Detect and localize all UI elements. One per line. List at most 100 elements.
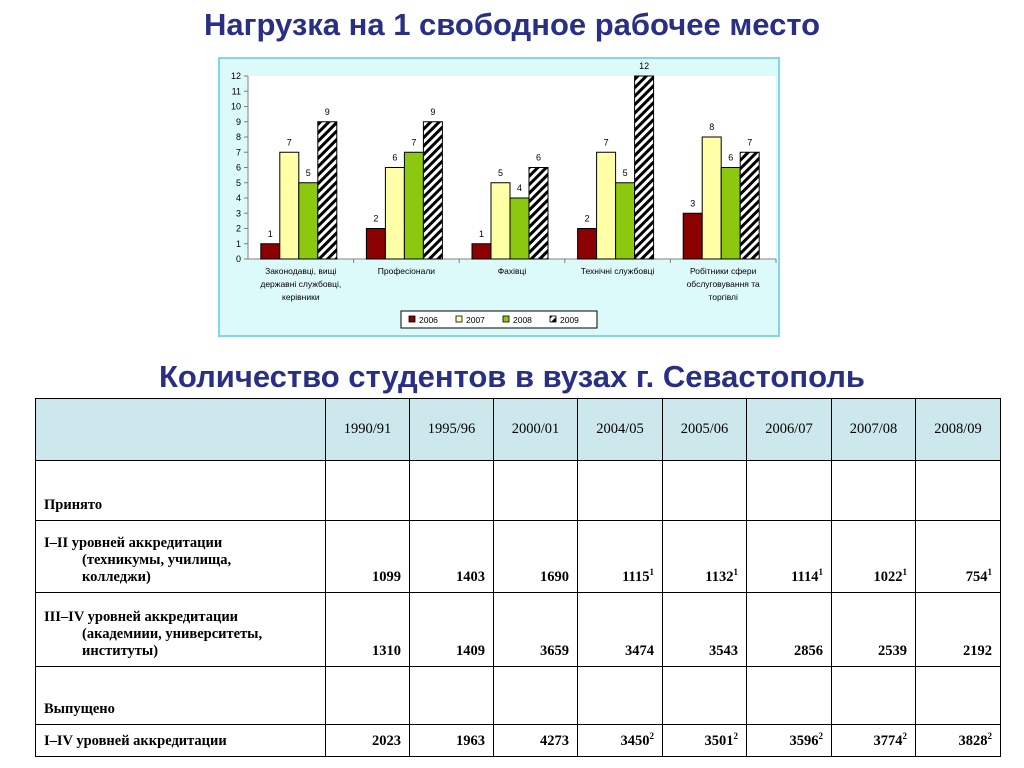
- data-label: 1: [268, 229, 273, 239]
- y-tick-label: 2: [236, 224, 241, 234]
- bar-2007: [490, 182, 511, 260]
- table-cell: [325, 460, 410, 521]
- table-cell: 3474: [577, 592, 663, 667]
- table-cell: 37742: [831, 724, 916, 757]
- bar-2008: [615, 182, 636, 260]
- cell-value: 3543: [709, 643, 738, 659]
- table-cell: 2023: [325, 724, 410, 757]
- table-cell: 1310: [325, 592, 410, 667]
- data-label: 7: [604, 137, 609, 147]
- data-label: 12: [639, 61, 649, 71]
- category-label: Законодавці, вищі: [265, 266, 337, 276]
- y-tick-label: 11: [232, 86, 241, 96]
- bar-2009: [317, 121, 338, 260]
- bar-2009: [528, 167, 549, 260]
- legend-label: 2009: [560, 315, 579, 325]
- table-cell: [493, 666, 578, 725]
- table-cell: 1099: [325, 520, 410, 593]
- bar-2007: [596, 151, 617, 260]
- table-cell: 2192: [915, 592, 1001, 667]
- table-cell: 11141: [746, 520, 832, 593]
- category-label: торгівлі: [708, 292, 738, 302]
- y-tick-label: 0: [236, 254, 241, 264]
- cell-value: 754: [965, 569, 988, 585]
- table-cell: 3543: [662, 592, 747, 667]
- data-label: 1: [479, 229, 484, 239]
- footnote-marker: 2: [733, 731, 739, 742]
- chart-title: Нагрузка на 1 свободное рабочее место: [203, 7, 821, 42]
- section-row-graduated: Выпущено: [35, 666, 1001, 725]
- footnote-marker: 1: [987, 567, 993, 578]
- y-tick-label: 12: [231, 71, 241, 81]
- table-cell: [493, 460, 578, 521]
- legend-label: 2007: [466, 315, 485, 325]
- header-year: 2007/08: [831, 398, 916, 461]
- cell-value: 1115: [622, 569, 650, 585]
- data-label: 2: [373, 214, 378, 224]
- table-cell: 11321: [662, 520, 747, 593]
- y-tick-label: 4: [236, 193, 241, 203]
- table-title: Количество студентов в вузах г. Севастоп…: [159, 359, 865, 394]
- data-label: 8: [709, 122, 714, 132]
- cell-value: 1310: [372, 643, 401, 659]
- table-cell: [746, 666, 832, 725]
- footnote-marker: 2: [649, 731, 655, 742]
- legend-swatch-2007: [455, 315, 463, 323]
- chart-data-labels: 1 7 5 9 2 6 7 9 1 5 4 6 2 7 5 12 3 8 6 7: [268, 61, 752, 239]
- row-label-sub: институты): [82, 643, 159, 659]
- cell-value: 1403: [456, 569, 485, 585]
- cell-value: 2856: [794, 643, 823, 659]
- table-cell: 35012: [662, 724, 747, 757]
- category-label: Технічні службовці: [581, 266, 655, 276]
- cell-value: 2192: [963, 643, 992, 659]
- students-table: 1990/91 1995/96 2000/01 2004/05 2005/06 …: [35, 398, 1001, 757]
- legend-box: [400, 310, 598, 329]
- cell-value: 1022: [873, 569, 903, 585]
- table-cell: 1403: [409, 520, 494, 593]
- data-label: 6: [392, 153, 397, 163]
- cell-value: 1963: [456, 733, 485, 749]
- row-label-sub: (академиии, университеты,: [82, 626, 263, 642]
- section-row-accepted: Принято: [35, 460, 1001, 521]
- table-cell: [409, 460, 494, 521]
- data-label: 3: [690, 198, 695, 208]
- data-label: 4: [517, 183, 522, 193]
- cell-value: 3659: [540, 643, 569, 659]
- chart-category-labels: Законодавці, вищі державні службовці, кері…: [260, 266, 760, 302]
- cell-value: 2023: [372, 733, 401, 749]
- bar-2006: [577, 228, 598, 260]
- legend-label: 2008: [513, 315, 532, 325]
- table-cell: 38282: [915, 724, 1001, 757]
- table-cell: [746, 460, 832, 521]
- bar-2006: [471, 243, 492, 260]
- table-cell: [662, 460, 747, 521]
- table-cell: [831, 666, 916, 725]
- bar-2009: [634, 75, 655, 260]
- table-cell: 2539: [831, 592, 916, 667]
- cell-value: 3828: [958, 733, 988, 749]
- cell-value: 1132: [705, 569, 734, 585]
- header-year: 2008/09: [915, 398, 1001, 461]
- bar-2006: [682, 212, 703, 260]
- category-label: Професіонали: [378, 266, 436, 276]
- table-cell: [577, 666, 663, 725]
- legend-swatch-2008: [502, 315, 510, 323]
- footnote-marker: 2: [987, 731, 993, 742]
- category-label: обслуговування та: [687, 279, 760, 289]
- y-tick-label: 9: [236, 117, 241, 127]
- table-cell: [577, 460, 663, 521]
- table-cell: 1409: [409, 592, 494, 667]
- header-corner: [35, 398, 326, 461]
- bar-2009: [739, 151, 760, 260]
- row-label-sub: колледжи): [82, 569, 151, 585]
- table-cell: [915, 460, 1001, 521]
- cell-value: 3596: [789, 733, 819, 749]
- chart-legend: 2006 2007 2008 2009: [400, 310, 598, 329]
- table-cell: [409, 666, 494, 725]
- table-cell: 2856: [746, 592, 832, 667]
- header-year: 2005/06: [662, 398, 747, 461]
- data-label: 7: [747, 137, 752, 147]
- category-label: Робітники сфери: [690, 266, 757, 276]
- bar-2006: [365, 228, 386, 260]
